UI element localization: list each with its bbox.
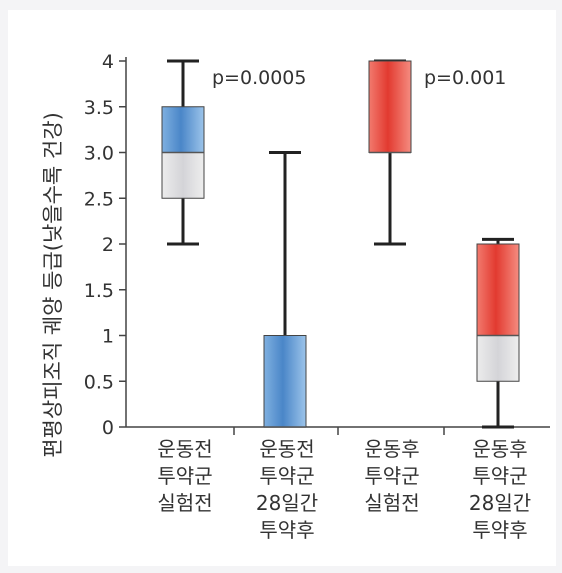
y-tick-label: 0.5 [84, 371, 114, 393]
x-category-label: 운동후 [364, 437, 419, 461]
box-lower-half [161, 152, 205, 199]
box-2 [263, 151, 307, 428]
y-tick-label: 2.5 [84, 188, 114, 210]
box-4 [476, 237, 520, 429]
y-tick-label: 1.5 [84, 280, 114, 302]
x-category-label: 28일간 [469, 491, 531, 515]
x-category-label: 투약군 [259, 464, 314, 488]
y-tick-label: 2 [102, 234, 114, 256]
x-category-label: 투약후 [259, 518, 314, 542]
box-upper-half [476, 243, 520, 336]
box-upper-half [368, 60, 412, 153]
y-tick-label: 3.5 [84, 97, 114, 119]
box-upper-half [263, 335, 307, 428]
x-category-label: 운동전 [157, 437, 212, 461]
p-value-annotation: p=0.001 [424, 67, 506, 89]
y-tick-label: 1 [102, 326, 114, 348]
box-layer [161, 59, 520, 429]
box-upper-half [161, 106, 205, 153]
x-category-label: 실험전 [157, 491, 212, 515]
x-category-label: 운동전 [259, 437, 314, 461]
p-value-annotation: p=0.0005 [212, 67, 306, 89]
x-category-label: 투약군 [472, 464, 527, 488]
x-category-label: 실험전 [364, 491, 419, 515]
box-lower-half [476, 335, 520, 382]
plot-panel [8, 10, 556, 566]
y-tick-label: 3.0 [84, 143, 114, 165]
box-1 [161, 59, 205, 246]
x-category-label: 투약군 [364, 464, 419, 488]
x-category-label: 운동후 [472, 437, 527, 461]
y-axis-label: 편평상피조직 궤양 등급(낮을수록 건강) [41, 112, 65, 458]
x-category-label: 투약군 [157, 464, 212, 488]
box-3 [368, 59, 412, 246]
x-category-label: 투약후 [472, 518, 527, 542]
axis-layer: 0 0.5 1 1.5 2 2.5 3.0 3.5 4 [84, 51, 550, 439]
y-tick-label: 0 [102, 417, 114, 439]
x-category-label: 28일간 [256, 491, 318, 515]
y-tick-label: 4 [102, 51, 114, 73]
